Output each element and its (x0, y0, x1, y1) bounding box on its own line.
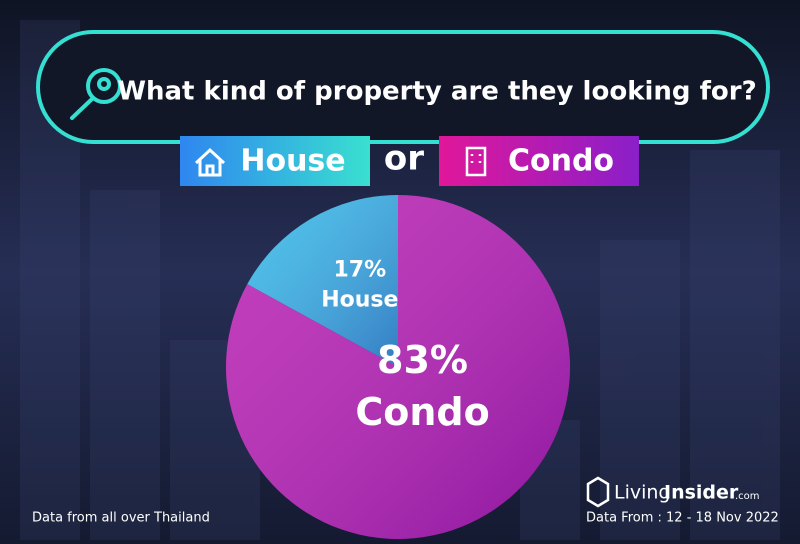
data-label: 83% (377, 338, 468, 382)
brand-bold: Insider (664, 482, 739, 504)
footer-note: Data from all over Thailand (32, 511, 210, 526)
building-icon (465, 146, 487, 177)
connector: or (384, 139, 424, 179)
legend-label: House (240, 144, 345, 179)
house-icon (194, 147, 226, 177)
brand-logo (586, 476, 610, 508)
data-label: 17% (334, 258, 387, 283)
slice-label: House (321, 288, 398, 313)
slice-label: Condo (355, 390, 489, 434)
date-range: Data From : 12 - 18 Nov 2022 (586, 511, 779, 526)
slice-sheen (247, 195, 398, 367)
pie: 17% House 83% Condo (226, 194, 570, 539)
house-badge (180, 136, 370, 186)
search-icon (70, 68, 122, 120)
brand-light: Living (614, 482, 671, 504)
legend-label: Condo (508, 144, 614, 179)
slice-sheen (226, 194, 570, 539)
chart-title: What kind of property are they looking f… (117, 77, 756, 107)
title-pill (36, 30, 770, 144)
brand-suffix: .com (735, 491, 760, 502)
